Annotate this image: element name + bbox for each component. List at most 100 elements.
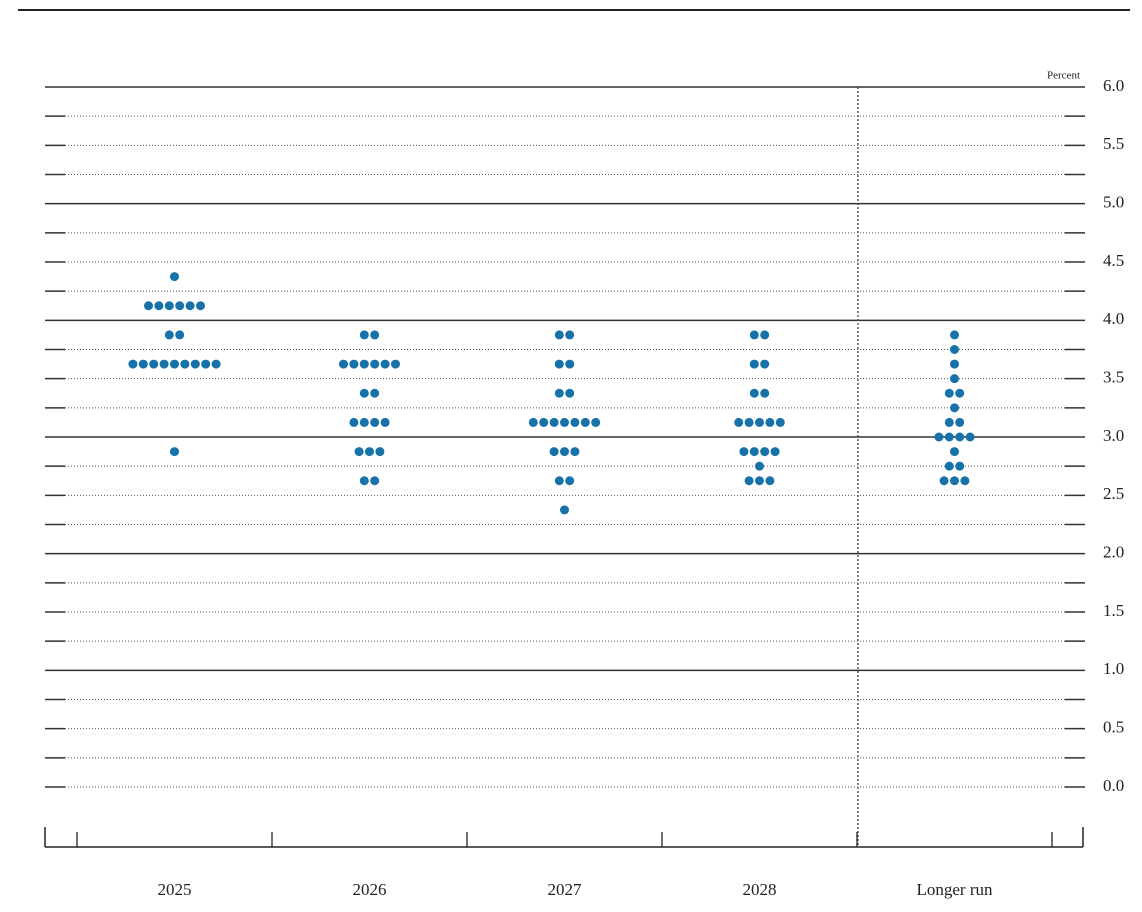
dot	[359, 388, 369, 398]
dot	[744, 476, 754, 486]
dot	[159, 359, 169, 369]
dot	[570, 447, 580, 457]
dot	[391, 359, 400, 369]
dot	[554, 330, 564, 340]
dot	[565, 388, 575, 398]
y-tick-label: 1.0	[1103, 659, 1124, 678]
dot	[950, 345, 959, 354]
dot	[370, 388, 380, 398]
y-tick-label: 2.5	[1103, 484, 1124, 503]
dot	[770, 447, 780, 457]
dot	[349, 359, 359, 369]
dot	[359, 359, 369, 369]
x-tick-label: 2025	[158, 880, 192, 899]
dot	[734, 417, 744, 427]
dot	[164, 301, 174, 311]
dot	[175, 330, 185, 340]
y-tick-label: 5.5	[1103, 134, 1124, 153]
dot	[944, 432, 954, 442]
x-tick-label: 2026	[353, 880, 387, 899]
dot	[149, 359, 159, 369]
x-tick-label: 2028	[743, 880, 777, 899]
dot	[955, 461, 965, 471]
y-tick-label: 4.0	[1103, 309, 1124, 328]
dot	[560, 505, 569, 515]
dot	[565, 330, 575, 340]
dot	[955, 417, 965, 427]
dot	[565, 476, 575, 486]
dot	[144, 301, 153, 311]
x-tick-label: Longer run	[916, 880, 993, 899]
dot	[170, 359, 179, 369]
dot	[934, 432, 944, 442]
dot	[380, 359, 390, 369]
dot	[359, 330, 369, 340]
dot	[560, 417, 569, 427]
dot	[749, 388, 759, 398]
x-tick-label: 2027	[548, 880, 583, 899]
dot	[749, 359, 759, 369]
dot	[560, 447, 569, 457]
dot	[744, 417, 754, 427]
dot	[349, 417, 359, 427]
dot	[944, 461, 954, 471]
y-tick-label: 6.0	[1103, 76, 1124, 95]
dot	[950, 476, 959, 486]
dot	[201, 359, 211, 369]
dot	[765, 417, 775, 427]
dot	[939, 476, 949, 486]
dot	[950, 330, 959, 340]
dot	[154, 301, 164, 311]
dot	[944, 417, 954, 427]
dot	[375, 447, 385, 457]
dot	[365, 447, 374, 457]
dot	[755, 417, 764, 427]
y-tick-label: 5.0	[1103, 193, 1124, 212]
dot	[775, 417, 785, 427]
dot	[164, 330, 174, 340]
y-unit: Percent	[1047, 70, 1080, 82]
dot	[359, 417, 369, 427]
dot	[950, 359, 959, 369]
dot	[749, 447, 759, 457]
dot	[760, 359, 770, 369]
dot	[170, 447, 179, 457]
dot	[760, 447, 770, 457]
dot	[370, 476, 380, 486]
dot	[965, 432, 975, 442]
dot	[185, 301, 195, 311]
dot	[190, 359, 200, 369]
y-tick-label: 3.5	[1103, 368, 1124, 387]
dot	[359, 476, 369, 486]
dot	[944, 388, 954, 398]
dot	[554, 359, 564, 369]
dot	[755, 476, 764, 486]
dot	[591, 417, 601, 427]
y-tick-label: 0.5	[1103, 718, 1124, 737]
y-tick-label: 0.0	[1103, 776, 1124, 795]
y-tick-label: 3.0	[1103, 426, 1124, 445]
dot	[950, 374, 959, 384]
dot	[128, 359, 138, 369]
dot	[170, 272, 179, 282]
dot	[370, 417, 380, 427]
y-tick-label: 4.5	[1103, 251, 1124, 270]
dot	[370, 359, 380, 369]
dot	[175, 301, 185, 311]
dot	[955, 388, 965, 398]
dot	[739, 447, 749, 457]
y-tick-label: 1.5	[1103, 601, 1124, 620]
dot	[765, 476, 775, 486]
dot	[950, 447, 959, 457]
dot	[380, 417, 390, 427]
dot	[755, 461, 764, 471]
dot	[528, 417, 538, 427]
dot	[354, 447, 364, 457]
dot	[554, 476, 564, 486]
dot	[138, 359, 148, 369]
dot	[549, 417, 559, 427]
dot	[760, 388, 770, 398]
dot	[960, 476, 970, 486]
dot	[955, 432, 965, 442]
